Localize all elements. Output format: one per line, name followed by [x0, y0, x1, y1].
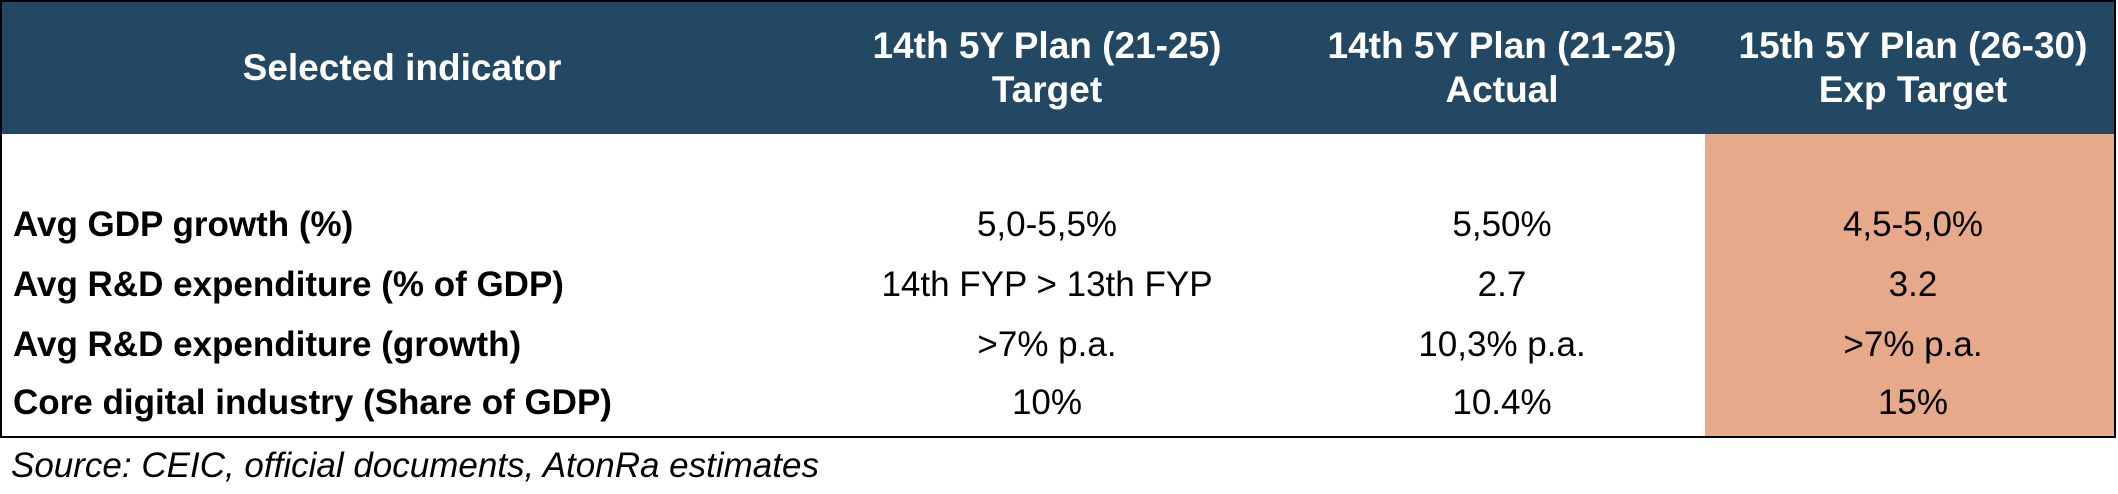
row-label: Core digital industry (Share of GDP) [13, 383, 612, 422]
header-14th-plan-actual: 14th 5Y Plan (21-25) Actual [1292, 2, 1712, 134]
header-label: Selected indicator [242, 47, 562, 88]
highlighted-15th-plan-column [1705, 134, 2114, 436]
header-15th-plan-exp-target: 15th 5Y Plan (26-30) Exp Target [1712, 2, 2114, 134]
header-sublabel: Target [991, 69, 1103, 110]
cell-14th-target: >7% p.a. [977, 325, 1117, 364]
table-row-rd-expenditure-growth: Avg R&D expenditure (growth) >7% p.a. 10… [2, 315, 2114, 375]
cell-15th-exp-target: >7% p.a. [1843, 325, 1983, 364]
row-label: Avg R&D expenditure (growth) [13, 325, 522, 364]
cell-14th-target: 14th FYP > 13th FYP [881, 265, 1213, 304]
cell-15th-exp-target: 3.2 [1888, 265, 1938, 304]
header-selected-indicator: Selected indicator [2, 2, 802, 134]
header-label: 15th 5Y Plan (26-30) [1738, 25, 2088, 66]
cell-14th-actual: 2.7 [1477, 265, 1527, 304]
table-header-row: Selected indicator 14th 5Y Plan (21-25) … [2, 2, 2114, 134]
table-row-gdp-growth: Avg GDP growth (%) 5,0-5,5% 5,50% 4,5-5,… [2, 195, 2114, 255]
header-14th-plan-target: 14th 5Y Plan (21-25) Target [802, 2, 1292, 134]
cell-15th-exp-target: 4,5-5,0% [1842, 205, 1984, 244]
header-label: 14th 5Y Plan (21-25) [872, 25, 1222, 66]
table-row-rd-expenditure-gdp: Avg R&D expenditure (% of GDP) 14th FYP … [2, 255, 2114, 315]
indicator-table: Selected indicator 14th 5Y Plan (21-25) … [0, 0, 2116, 438]
row-label: Avg GDP growth (%) [13, 205, 354, 244]
cell-14th-target: 10% [1011, 383, 1083, 422]
cell-14th-actual: 10.4% [1452, 383, 1552, 422]
source-note: Source: CEIC, official documents, AtonRa… [11, 446, 819, 485]
cell-14th-actual: 10,3% p.a. [1418, 325, 1586, 364]
header-sublabel: Exp Target [1818, 69, 2008, 110]
header-sublabel: Actual [1445, 69, 1559, 110]
row-label: Avg R&D expenditure (% of GDP) [13, 265, 564, 304]
cell-15th-exp-target: 15% [1877, 383, 1949, 422]
header-label: 14th 5Y Plan (21-25) [1327, 25, 1677, 66]
cell-14th-actual: 5,50% [1452, 205, 1552, 244]
table-row-core-digital-industry: Core digital industry (Share of GDP) 10%… [2, 373, 2114, 433]
cell-14th-target: 5,0-5,5% [976, 205, 1118, 244]
